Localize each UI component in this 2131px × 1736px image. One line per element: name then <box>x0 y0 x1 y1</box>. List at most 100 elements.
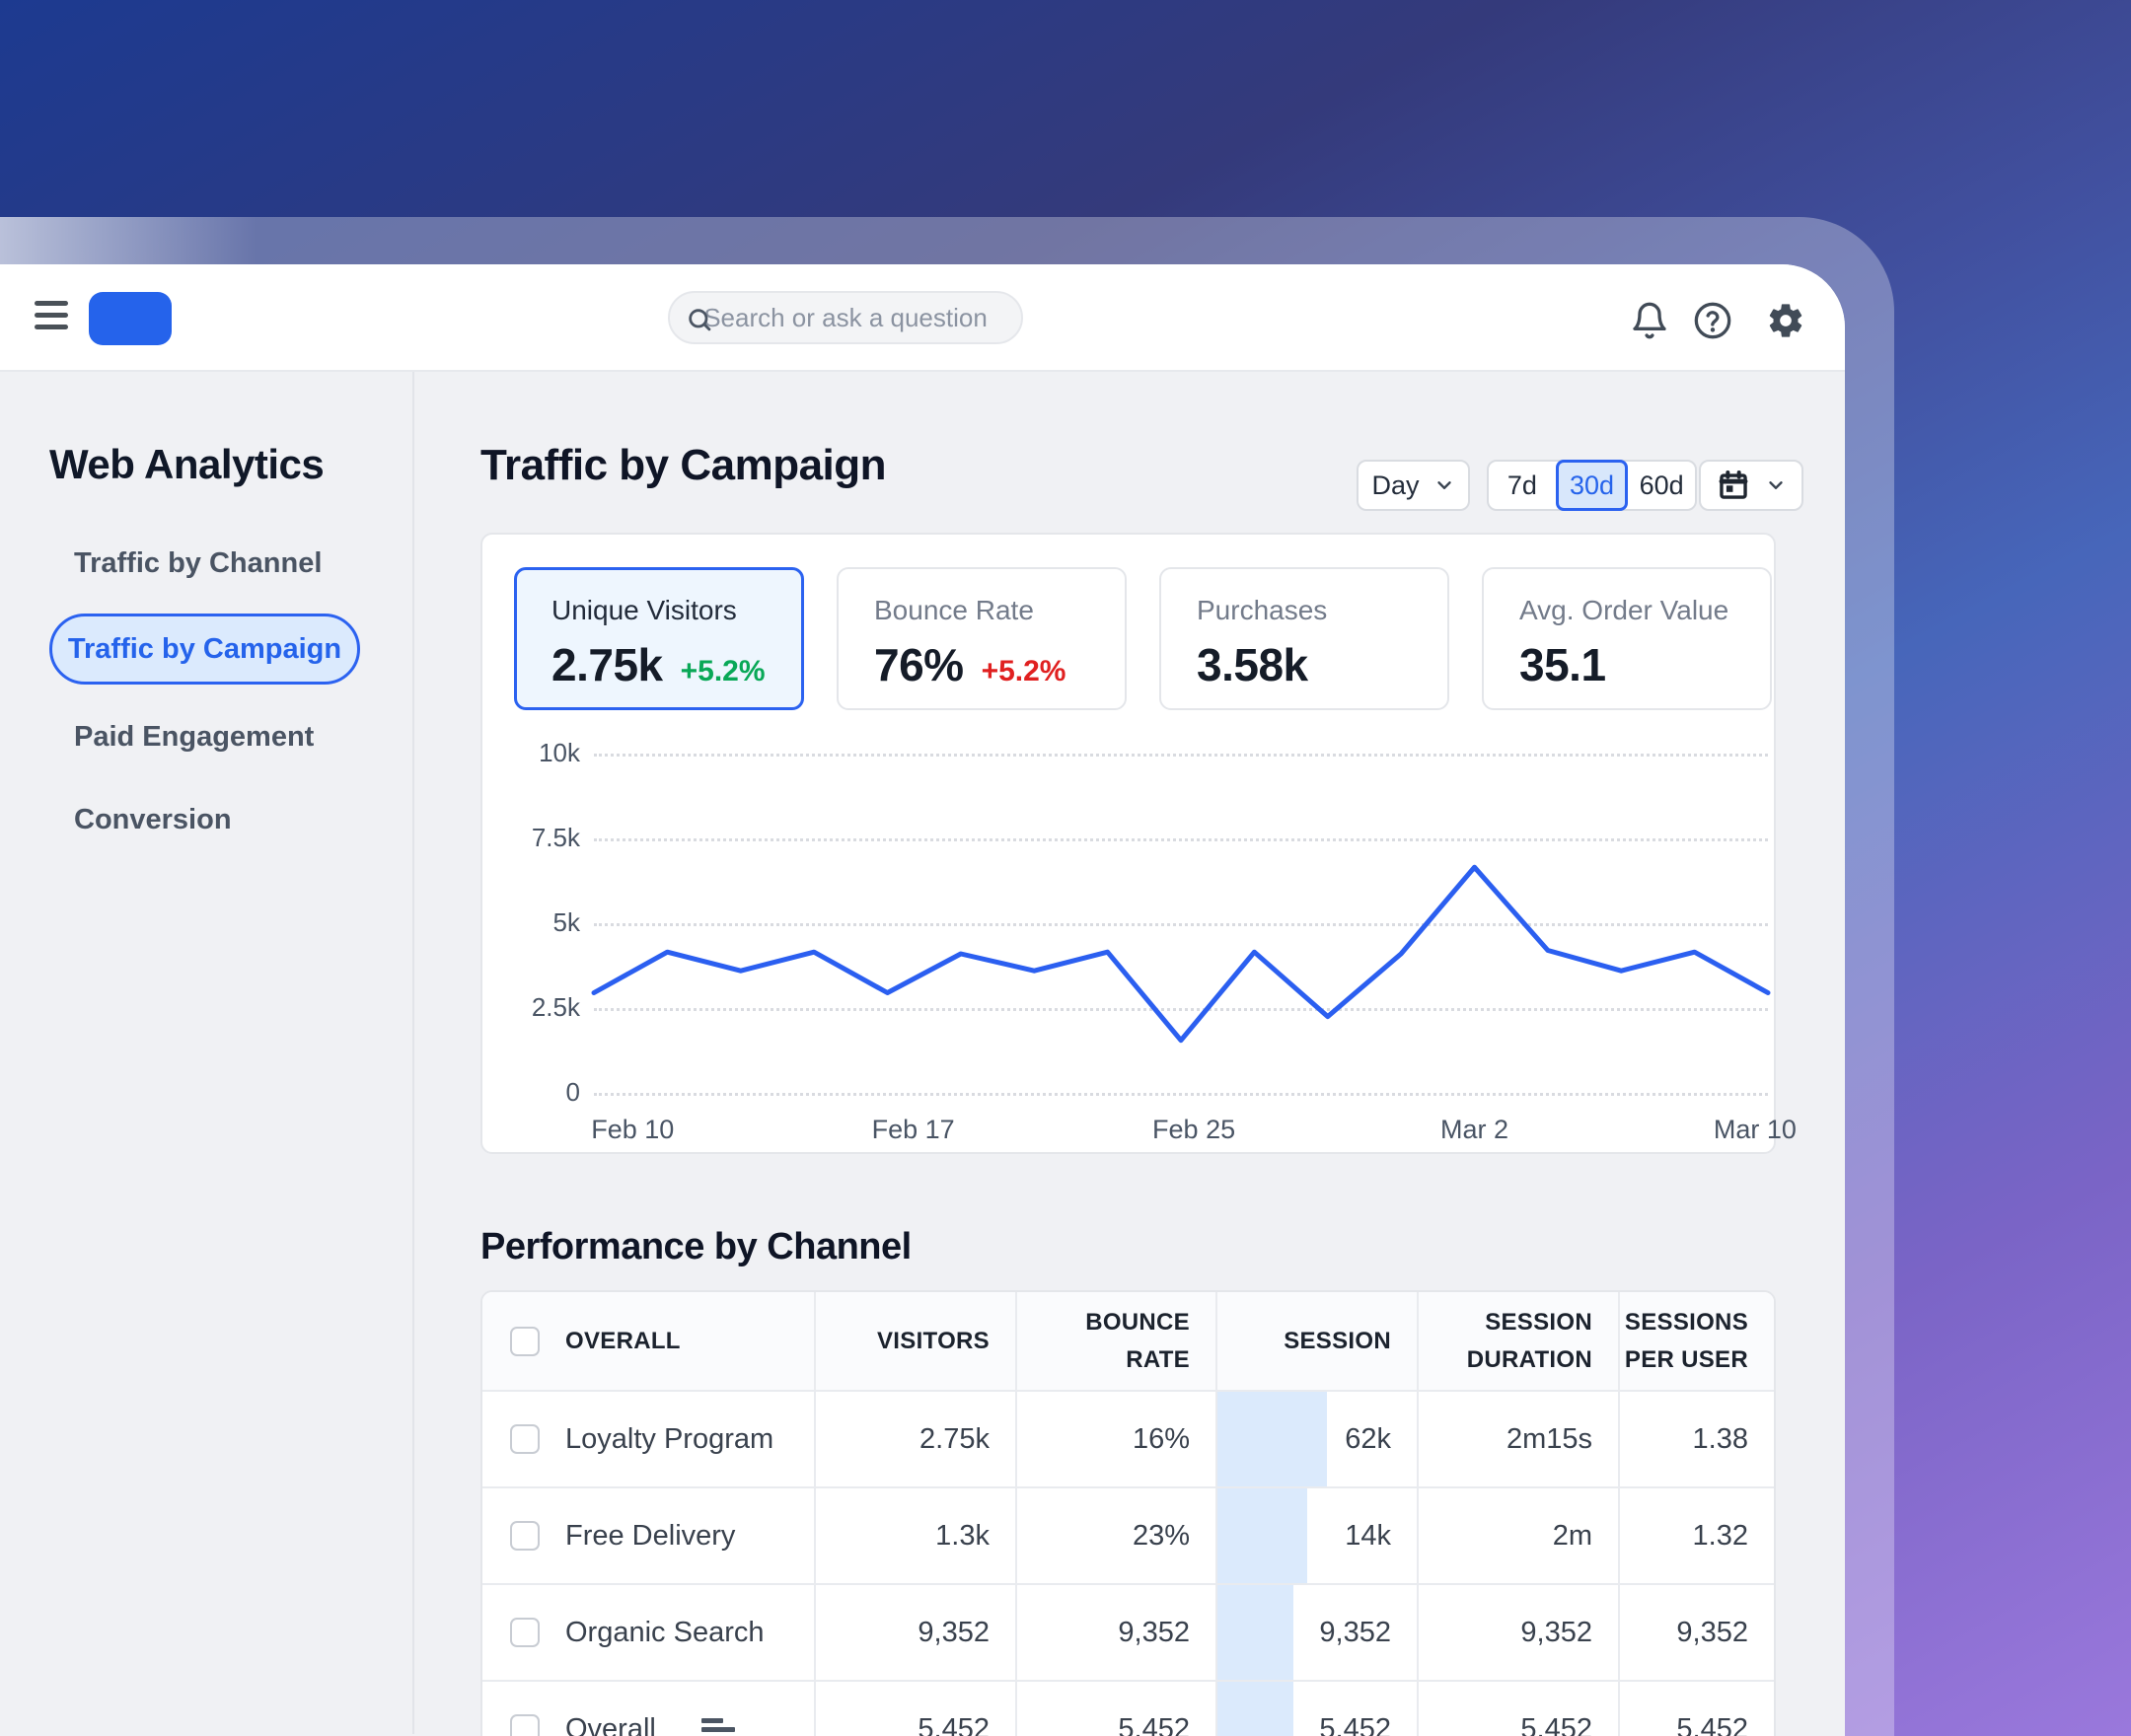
y-axis-tick: 2.5k <box>531 992 580 1022</box>
backdrop-highlight <box>0 217 257 264</box>
sessions-per-user-cell: 1.38 <box>1620 1392 1774 1486</box>
search-bar[interactable] <box>668 291 1023 344</box>
gridline <box>594 754 1768 757</box>
x-axis-tick: Feb 10 <box>591 1115 675 1144</box>
channel-name: Loyalty Program <box>565 1422 774 1455</box>
help-icon[interactable] <box>1693 301 1732 340</box>
cell-value: 5,452 <box>1676 1712 1748 1736</box>
sidebar-item-paid-engagement[interactable]: Paid Engagement <box>74 721 315 753</box>
cell-value: 62k <box>1345 1422 1391 1455</box>
table-row-organic-search[interactable]: Organic Search 9,352 9,352 9,352 9,352 9,352 <box>482 1585 1774 1682</box>
y-axis-tick: 5k <box>552 907 580 937</box>
search-input[interactable] <box>702 302 989 333</box>
kpi-label: Unique Visitors <box>551 595 737 625</box>
cell-value: 9,352 <box>1520 1616 1592 1648</box>
top-bar <box>0 264 1845 372</box>
cell-value: 14k <box>1345 1519 1391 1552</box>
row-checkbox[interactable] <box>510 1521 540 1551</box>
range-option-30d[interactable]: 30d <box>1555 460 1629 511</box>
gridline <box>594 1008 1768 1011</box>
gear-icon[interactable] <box>1766 301 1805 340</box>
kpi-card-unique-visitors[interactable]: Unique Visitors 2.75k +5.2% <box>514 567 804 710</box>
sidebar-item-traffic-by-channel[interactable]: Traffic by Channel <box>74 547 323 579</box>
cell-value: 5,452 <box>1520 1712 1592 1736</box>
cell-value: 16% <box>1132 1422 1190 1455</box>
hamburger-menu-icon[interactable] <box>35 301 68 329</box>
sessions-per-user-cell: 5,452 <box>1620 1682 1774 1736</box>
sidebar-nav: Traffic by Channel Traffic by Campaign Pai… <box>0 543 412 839</box>
sidebar-title: Web Analytics <box>49 441 325 487</box>
select-all-checkbox[interactable] <box>510 1326 540 1356</box>
calendar-icon <box>1719 470 1747 499</box>
session-cell: 5,452 <box>1217 1682 1419 1736</box>
table-row-overall[interactable]: Overall 5,452 5,452 5,452 5,452 5,452 <box>482 1682 1774 1736</box>
y-axis-tick: 7.5k <box>531 823 580 852</box>
cell-value: 9,352 <box>1319 1616 1391 1648</box>
cell-value: 9,352 <box>918 1616 990 1648</box>
kpi-label: Avg. Order Value <box>1519 595 1729 625</box>
visitors-cell: 1.3k <box>816 1488 1017 1583</box>
bounce-rate-cell: 16% <box>1017 1392 1217 1486</box>
kpi-label: Bounce Rate <box>874 595 1034 625</box>
row-checkbox[interactable] <box>510 1714 540 1736</box>
bounce-rate-cell: 5,452 <box>1017 1682 1217 1736</box>
channel-name: Free Delivery <box>565 1519 736 1552</box>
kpi-card-purchases[interactable]: Purchases 3.58k <box>1159 567 1449 710</box>
column-header-label: BOUNCE RATE <box>1085 1309 1190 1373</box>
y-axis-tick: 0 <box>565 1077 580 1107</box>
kpi-value: 2.75k <box>551 639 663 690</box>
granularity-label: Day <box>1371 470 1420 500</box>
cell-value: 9,352 <box>1676 1616 1748 1648</box>
sidebar-item-conversion[interactable]: Conversion <box>74 804 232 835</box>
kpi-value: 35.1 <box>1519 639 1606 690</box>
visitors-cell: 2.75k <box>816 1392 1017 1486</box>
calendar-button[interactable] <box>1699 460 1803 511</box>
session-duration-cell: 2m15s <box>1419 1392 1620 1486</box>
channel-cell: Free Delivery <box>482 1488 816 1583</box>
kpi-delta: +5.2% <box>981 655 1066 687</box>
app-logo[interactable] <box>89 292 172 345</box>
bounce-rate-cell: 23% <box>1017 1488 1217 1583</box>
cell-value: 1.3k <box>935 1519 990 1552</box>
column-header-label: OVERALL <box>565 1327 681 1354</box>
channel-name: Organic Search <box>565 1616 765 1648</box>
bell-icon[interactable] <box>1630 301 1669 340</box>
kpi-delta: +5.2% <box>680 655 766 687</box>
cell-value: 5,452 <box>1319 1712 1391 1736</box>
table-row-free-delivery[interactable]: Free Delivery 1.3k 23% 14k 2m 1.32 <box>482 1488 1774 1585</box>
kpi-value: 76% <box>874 639 964 690</box>
x-axis-tick: Mar 2 <box>1439 1115 1509 1144</box>
kpi-card-avg-order-value[interactable]: Avg. Order Value 35.1 <box>1482 567 1772 710</box>
column-header-bounce-rate: BOUNCE RATE <box>1017 1292 1217 1390</box>
chevron-down-icon <box>1768 481 1783 489</box>
row-checkbox[interactable] <box>510 1618 540 1647</box>
cell-value: 5,452 <box>918 1712 990 1736</box>
session-bar <box>1217 1682 1293 1736</box>
cell-value: 1.32 <box>1692 1519 1748 1552</box>
sidebar-item-traffic-by-campaign[interactable]: Traffic by Campaign <box>49 614 360 685</box>
session-cell: 62k <box>1217 1392 1419 1486</box>
column-header-label: SESSION <box>1284 1327 1391 1354</box>
traffic-chart-card: Unique Visitors 2.75k +5.2% Bounce Rate 76% +… <box>480 533 1797 1154</box>
chevron-down-icon <box>1436 481 1451 489</box>
visitors-cell: 5,452 <box>816 1682 1017 1736</box>
range-option-7d[interactable]: 7d <box>1506 470 1537 500</box>
visitors-cell: 9,352 <box>816 1585 1017 1680</box>
row-checkbox[interactable] <box>510 1424 540 1454</box>
search-icon <box>689 309 711 331</box>
x-axis-tick: Feb 17 <box>871 1115 955 1144</box>
column-header-overall: OVERALL <box>482 1292 816 1390</box>
app-window: Web Analytics Traffic by ChannelTraffic … <box>0 264 1845 1736</box>
session-cell: 9,352 <box>1217 1585 1419 1680</box>
table-row-loyalty-program[interactable]: Loyalty Program 2.75k 16% 62k 2m15s 1.38 <box>482 1392 1774 1488</box>
x-axis-tick: Mar 10 <box>1713 1115 1797 1144</box>
session-duration-cell: 2m <box>1419 1488 1620 1583</box>
session-duration-cell: 9,352 <box>1419 1585 1620 1680</box>
range-option-60d[interactable]: 60d <box>1639 470 1684 500</box>
column-header-label: VISITORS <box>877 1327 990 1354</box>
sidebar: Web Analytics Traffic by Channel Traffic … <box>0 372 414 1734</box>
main-panel: Traffic by Campaign Day 7d 30d 60d Unique … <box>414 372 1845 1736</box>
kpi-card-bounce-rate[interactable]: Bounce Rate 76% +5.2% <box>837 567 1127 710</box>
gridline <box>594 923 1768 926</box>
granularity-dropdown[interactable]: Day <box>1357 460 1470 511</box>
